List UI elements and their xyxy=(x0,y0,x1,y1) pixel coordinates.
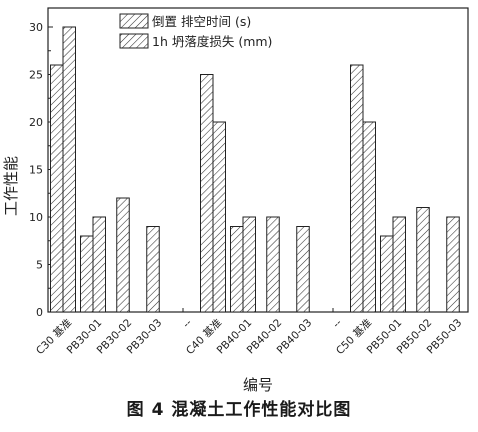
y-tick-label: 25 xyxy=(29,69,43,82)
bar-series-1 xyxy=(212,121,226,313)
bar-series-0 xyxy=(416,207,430,313)
bar-series-0 xyxy=(446,216,460,313)
legend: 倒置 排空时间 (s) 1h 坍落度损失 (mm) xyxy=(119,13,272,49)
bar-series-0 xyxy=(80,235,94,313)
bar-series-0 xyxy=(380,235,394,313)
x-tick-label: -- xyxy=(180,317,194,331)
y-tick-label: 20 xyxy=(29,116,43,129)
y-axis-label: 工作性能 xyxy=(2,156,20,216)
bar-series-0 xyxy=(296,226,310,313)
bar-series-1 xyxy=(362,121,376,313)
y-tick-label: 0 xyxy=(36,306,43,319)
legend-label-1: 1h 坍落度损失 (mm) xyxy=(152,34,272,49)
bar-series-1 xyxy=(62,26,76,313)
x-axis-label: 编号 xyxy=(243,376,273,394)
y-tick-label: 5 xyxy=(36,259,43,272)
legend-swatch-0 xyxy=(119,13,149,29)
bar-series-0 xyxy=(146,226,160,313)
bar-series-0 xyxy=(266,216,280,313)
y-tick-label: 15 xyxy=(29,164,43,177)
bar-series-0 xyxy=(350,64,364,313)
y-tick-label: 10 xyxy=(29,211,43,224)
bar-series-0 xyxy=(116,197,130,313)
bar-series-1 xyxy=(92,216,106,313)
bar-series-0 xyxy=(230,226,244,313)
legend-swatch-1 xyxy=(119,33,149,49)
x-tick-label: -- xyxy=(330,317,344,331)
y-tick-label: 30 xyxy=(29,21,43,34)
bar-series-0 xyxy=(50,64,64,313)
plot-frame xyxy=(47,7,469,313)
figure-caption: 图 4 混凝土工作性能对比图 xyxy=(126,400,352,420)
legend-label-0: 倒置 排空时间 (s) xyxy=(152,14,251,29)
bar-series-0 xyxy=(200,74,214,313)
bar-series-1 xyxy=(242,216,256,313)
bar-series-1 xyxy=(392,216,406,313)
